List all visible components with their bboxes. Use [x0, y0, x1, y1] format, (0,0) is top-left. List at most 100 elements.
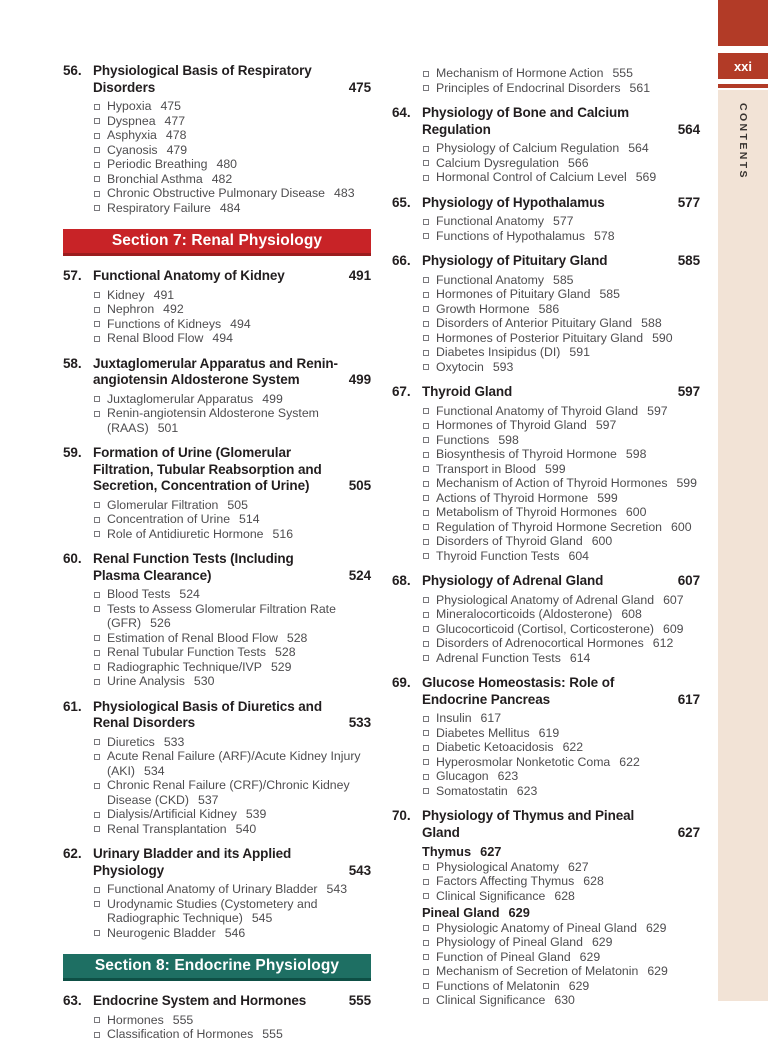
chapter-block: Mechanism of Hormone Action 555 Principles… [392, 66, 700, 95]
entry-page-number: 585 [553, 272, 574, 287]
square-bullet-icon [423, 773, 429, 780]
square-bullet-icon [94, 292, 100, 298]
chapter-entries: Blood Tests 524 Tests to Assess Glomerular… [63, 587, 371, 689]
toc-column-right: Mechanism of Hormone Action 555 Principles… [392, 63, 700, 1042]
toc-entry: Mechanism of Secretion of Melatonin 629 [392, 964, 700, 979]
entry-page-number: 614 [569, 650, 591, 665]
chapter-page-number: 617 [677, 691, 700, 707]
chapter-number: 59. [63, 445, 82, 460]
toc-entry: Hormonal Control of Calcium Level 569 [392, 170, 700, 185]
chapter-page-number: 533 [348, 715, 371, 730]
chapter-heading: 64. Physiology of Bone and Calcium Regula… [392, 105, 700, 138]
toc-entry: Diabetes Insipidus (DI) 591 [392, 345, 700, 360]
chapter-title: Physiological Basis of Diuretics and Ren… [93, 698, 322, 731]
toc-entry: Biosynthesis of Thyroid Hormone 598 [392, 447, 700, 462]
toc-entry: Hormones of Pituitary Gland 585 [392, 287, 700, 302]
square-bullet-icon [94, 205, 100, 211]
chapter-block: 69. Glucose Homeostasis: Role of Endocrin… [392, 675, 700, 798]
chapter-number: 69. [392, 675, 411, 690]
chapter-heading: 58. Juxtaglomerular Apparatus and Renin-a… [63, 356, 371, 389]
square-bullet-icon [94, 306, 100, 313]
toc-entry: Hormones of Thyroid Gland 597 [392, 418, 700, 433]
square-bullet-icon [423, 553, 429, 559]
square-bullet-icon [94, 531, 100, 537]
entry-label: Clinical Significance [436, 993, 546, 1007]
toc-entry: Metabolism of Thyroid Hormones 600 [392, 505, 700, 520]
toc-entry: Functions of Kidneys 494 [63, 317, 371, 332]
chapter-number: 56. [63, 63, 82, 78]
chapter-heading: 65. Physiology of Hypothalamus 577 [392, 195, 700, 212]
square-bullet-icon [423, 437, 429, 443]
entry-label: Calcium Dysregulation [436, 155, 560, 170]
chapter-block: 66. Physiology of Pituitary Gland 585 Funct… [392, 253, 700, 374]
square-bullet-icon [423, 495, 429, 501]
section-banner: Section 8: Endocrine Physiology [63, 954, 371, 981]
toc-entry: Functional Anatomy 577 [392, 214, 700, 229]
entry-page-number: 600 [625, 505, 647, 519]
entry-label: Diabetes Mellitus [436, 725, 530, 740]
entry-page-number: 630 [554, 993, 575, 1007]
toc-content: 56. Physiological Basis of Respiratory Di… [63, 63, 700, 1042]
entry-label: Physiological Anatomy of Adrenal Gland [436, 592, 655, 607]
entry-label: Oxytocin [436, 359, 484, 374]
square-bullet-icon [94, 678, 100, 685]
entry-page-number: 578 [594, 228, 615, 243]
toc-entry: Disorders of Anterior Pituitary Gland 588 [392, 316, 700, 331]
entry-label: Chronic Renal Failure (CRF)/Chronic Kidn… [107, 778, 350, 807]
entry-label: Mechanism of Secretion of Melatonin [436, 964, 639, 978]
chapter-title: Physiological Basis of Respiratory Disor… [93, 63, 312, 95]
square-bullet-icon [94, 516, 100, 523]
entry-label: Diuretics [107, 734, 155, 749]
toc-entry: Diabetic Ketoacidosis 622 [392, 740, 700, 755]
chapter-number: 58. [63, 355, 82, 371]
chapter-entries: Physiological Anatomy of Adrenal Gland 60… [392, 593, 700, 666]
chapter-block: 65. Physiology of Hypothalamus 577 Function… [392, 195, 700, 244]
toc-entry: Periodic Breathing 480 [63, 157, 371, 172]
chapter-block: 63. Endocrine System and Hormones 555 Hormo… [63, 993, 371, 1042]
square-bullet-icon [423, 954, 429, 960]
chapter-entries: Hormones 555 Classification of Hormones 555 [63, 1013, 371, 1042]
toc-entry: Clinical Significance 630 [392, 993, 700, 1008]
entry-page-number: 514 [239, 512, 260, 526]
toc-entry: Diabetes Mellitus 619 [392, 726, 700, 741]
square-bullet-icon [423, 759, 429, 765]
entry-page-number: 588 [641, 316, 662, 330]
square-bullet-icon [423, 864, 429, 870]
entry-page-number: 494 [230, 316, 251, 331]
chapter-number: 63. [63, 993, 82, 1008]
square-bullet-icon [94, 753, 100, 760]
toc-entry: Kidney 491 [63, 288, 371, 303]
entry-label: Factors Affecting Thymus [436, 874, 575, 888]
entry-label: Functions [436, 432, 490, 447]
chapter-number: 68. [392, 573, 411, 588]
entry-page-number: 600 [671, 519, 692, 534]
entry-page-number: 480 [216, 157, 238, 171]
entry-label: Chronic Obstructive Pulmonary Disease [107, 186, 326, 200]
toc-entry: Estimation of Renal Blood Flow 528 [63, 631, 371, 646]
entry-page-number: 528 [275, 645, 296, 659]
square-bullet-icon [94, 132, 100, 139]
entry-page-number: 564 [628, 141, 649, 155]
chapter-number: 66. [392, 253, 411, 268]
chapter-number: 62. [63, 846, 82, 861]
square-bullet-icon [423, 85, 429, 91]
entry-label: Hormones of Posterior Pituitary Gland [436, 330, 644, 345]
entry-label: Hormones of Thyroid Gland [436, 418, 587, 432]
entry-label: Functions of Melatonin [436, 978, 560, 993]
entry-label: Asphyxia [107, 128, 157, 142]
square-bullet-icon [423, 160, 429, 166]
square-bullet-icon [423, 788, 429, 794]
toc-entry: Function of Pineal Gland 629 [392, 950, 700, 965]
toc-entry: Dyspnea 477 [63, 114, 371, 129]
entry-page-number: 540 [235, 821, 257, 836]
chapter-heading: 60. Renal Function Tests (Including Plasm… [63, 551, 371, 584]
entry-page-number: 501 [157, 420, 179, 435]
entry-page-number: 629 [568, 978, 590, 993]
square-bullet-icon [423, 174, 429, 181]
entry-page-number: 537 [198, 792, 219, 807]
toc-entry: Functional Anatomy 585 [392, 273, 700, 288]
square-bullet-icon [94, 118, 100, 124]
page-edge-tab-strip: xxi CONTENTS [718, 0, 768, 1001]
toc-column-left: 56. Physiological Basis of Respiratory Di… [63, 63, 371, 1042]
chapter-block: 59. Formation of Urine (Glomerular Filtra… [63, 445, 371, 541]
